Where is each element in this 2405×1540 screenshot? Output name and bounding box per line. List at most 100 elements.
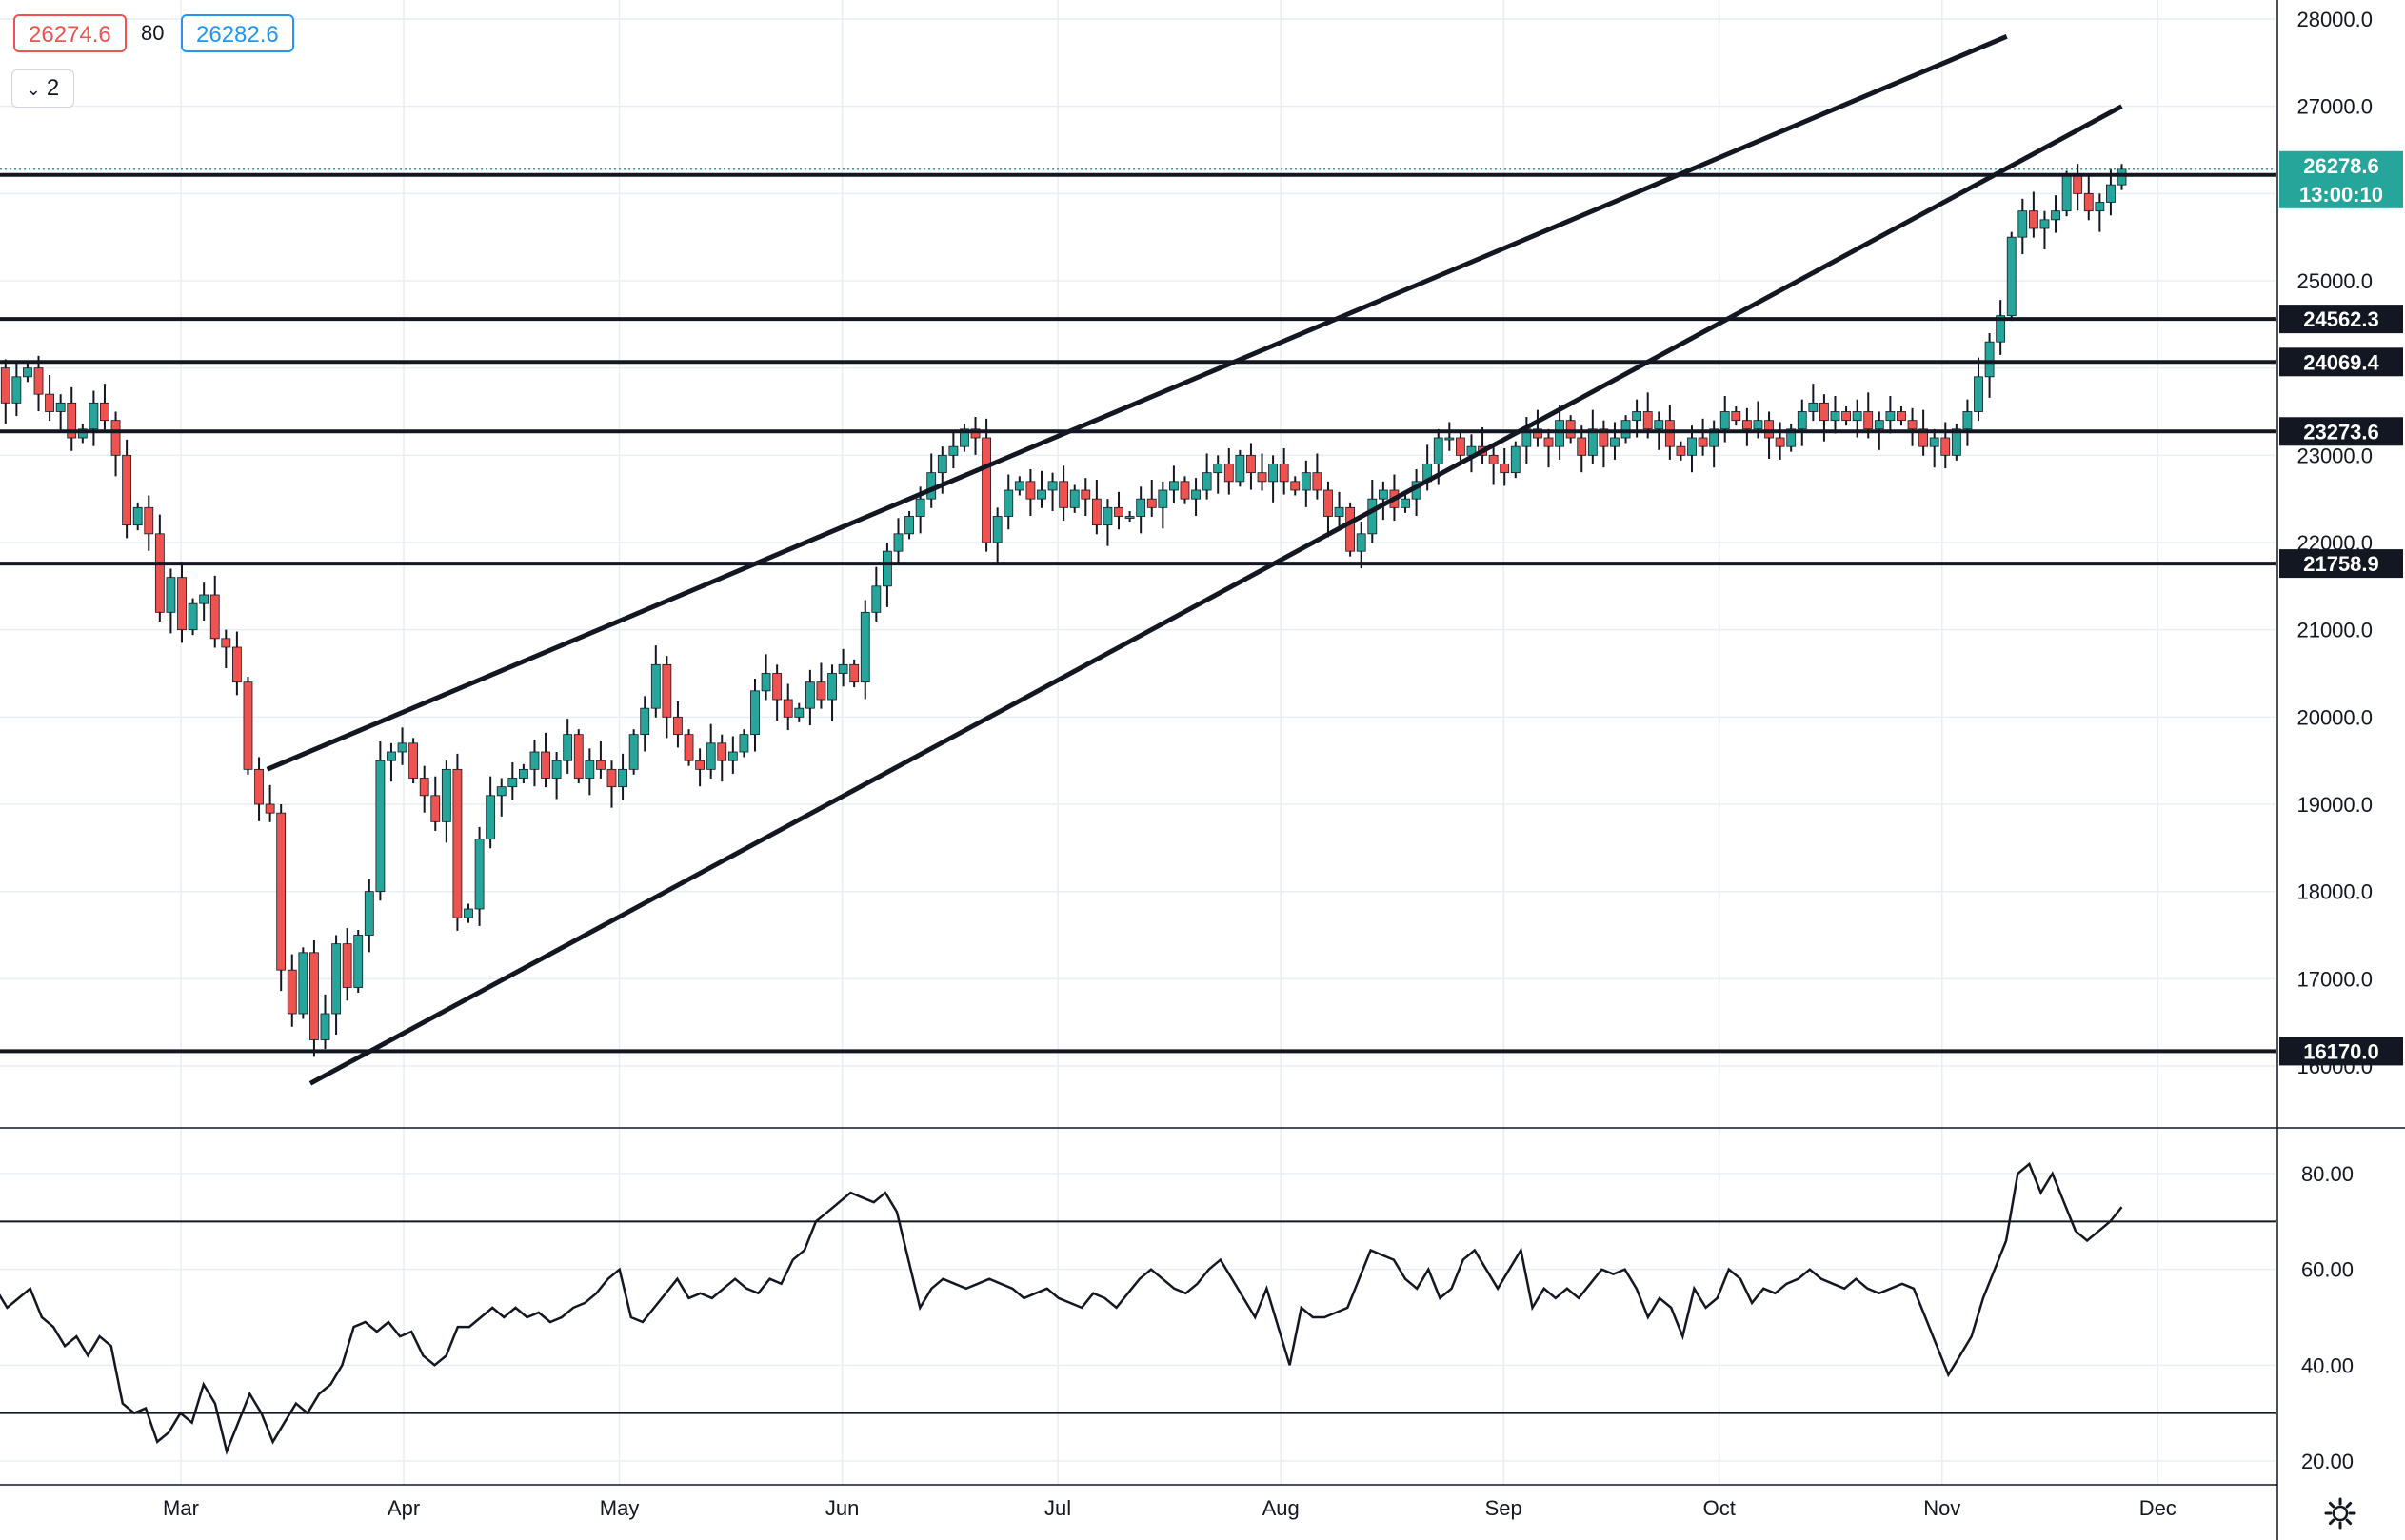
candle-up xyxy=(706,742,716,770)
level-price-tag xyxy=(2279,1037,2403,1066)
level-price-tag-label: 16170.0 xyxy=(2303,1039,2379,1063)
price-tags: 26213.424562.324069.423273.621758.916170… xyxy=(2279,150,2403,1066)
candle-down xyxy=(1741,420,1752,430)
candle-up xyxy=(1962,411,1973,430)
candle-up xyxy=(1951,428,1961,456)
candle-up xyxy=(1367,498,1378,535)
candle-down xyxy=(1223,464,1234,483)
candle-down xyxy=(1599,428,1609,447)
candle-up xyxy=(1885,411,1896,422)
candle-down xyxy=(231,646,242,683)
candle-down xyxy=(33,367,44,395)
candle-up xyxy=(948,445,959,456)
candle-up xyxy=(1158,489,1168,508)
gear-icon[interactable] xyxy=(2323,1496,2357,1530)
candle-up xyxy=(1103,506,1113,526)
candle-down xyxy=(717,742,727,761)
candle-down xyxy=(1642,411,1653,430)
interval-dropdown-button[interactable]: ⌄ 2 xyxy=(11,69,74,108)
candle-up xyxy=(1004,489,1014,517)
candle-down xyxy=(1897,411,1906,422)
level-price-tag-label: 21758.9 xyxy=(2303,552,2379,576)
candle-up xyxy=(1632,411,1642,422)
candle-down xyxy=(596,760,606,770)
candle-up xyxy=(1235,454,1245,483)
candle-up xyxy=(2039,219,2050,229)
candle-up xyxy=(827,673,837,701)
candle-down xyxy=(309,952,319,1040)
candle-up xyxy=(1610,437,1620,447)
candle-up xyxy=(761,673,771,692)
bid-price-box[interactable]: 26274.6 xyxy=(13,14,127,52)
rsi-panel xyxy=(0,1127,2405,1455)
candle-down xyxy=(452,768,463,918)
candle-up xyxy=(992,516,1003,543)
current-price-tag xyxy=(2279,150,2403,208)
candle-down xyxy=(2028,210,2038,229)
candle-up xyxy=(397,742,407,753)
candle-down xyxy=(122,454,132,526)
candle-down xyxy=(1345,506,1356,552)
candle-up xyxy=(1014,481,1024,491)
price-tick-label: 18000.0 xyxy=(2296,880,2373,904)
candle-up xyxy=(1719,411,1730,430)
candle-up xyxy=(2051,210,2060,221)
price-tick-label: 23000.0 xyxy=(2296,444,2373,467)
trend-lines xyxy=(266,34,2123,1086)
candle-down xyxy=(221,638,231,648)
level-price-tag-label: 24069.4 xyxy=(2303,350,2379,374)
candle-down xyxy=(1698,437,1708,447)
candle-up xyxy=(1169,481,1179,491)
candle-down xyxy=(1764,420,1774,439)
candle-down xyxy=(1456,437,1465,456)
candle-down xyxy=(287,969,297,1015)
candle-up xyxy=(551,760,562,779)
candle-down xyxy=(1841,411,1851,422)
candle-down xyxy=(45,393,54,412)
candle-up xyxy=(11,376,22,404)
candle-up xyxy=(166,577,176,613)
candle-down xyxy=(673,716,683,736)
candle-up xyxy=(2095,202,2105,212)
rsi-tick-label: 20.00 xyxy=(2301,1450,2354,1473)
candle-up xyxy=(1268,464,1278,483)
candle-up xyxy=(1444,437,1455,441)
candle-down xyxy=(1488,454,1499,464)
candle-up xyxy=(387,751,396,761)
candle-down xyxy=(606,768,617,788)
candle-up xyxy=(507,778,518,788)
candle-up xyxy=(883,550,892,587)
candle-down xyxy=(430,795,441,822)
candle-up xyxy=(1620,420,1631,439)
rsi-tick-label: 40.00 xyxy=(2301,1353,2354,1377)
candle-up xyxy=(464,908,473,918)
candle-down xyxy=(1676,445,1686,456)
date-tick-label: Oct xyxy=(1703,1496,1736,1520)
level-price-tag xyxy=(2279,417,2403,446)
price-tick-label: 21000.0 xyxy=(2296,619,2373,642)
candle-up xyxy=(739,734,749,753)
candle-down xyxy=(1059,481,1069,508)
candle-up xyxy=(1974,376,1983,412)
ask-price-box[interactable]: 26282.6 xyxy=(181,14,294,52)
bar-countdown-label: 13:00:10 xyxy=(2299,183,2383,207)
date-tick-label: May xyxy=(600,1496,640,1520)
candle-up xyxy=(364,891,374,936)
candle-down xyxy=(662,663,672,718)
candle-up xyxy=(1709,428,1719,447)
candlestick-series xyxy=(0,164,2127,1057)
candle-down xyxy=(1533,428,1542,439)
candle-up xyxy=(937,454,947,474)
candle-up xyxy=(618,768,627,788)
candle-down xyxy=(1543,437,1554,447)
candle-up xyxy=(2017,210,2028,238)
candle-up xyxy=(529,751,540,770)
candle-up xyxy=(199,594,209,604)
horizontal-levels xyxy=(0,168,2276,1054)
candle-up xyxy=(628,734,639,770)
candle-up xyxy=(375,760,386,893)
candle-down xyxy=(1664,420,1675,447)
candle-down xyxy=(209,594,220,640)
price-tick-label: 25000.0 xyxy=(2296,269,2373,293)
